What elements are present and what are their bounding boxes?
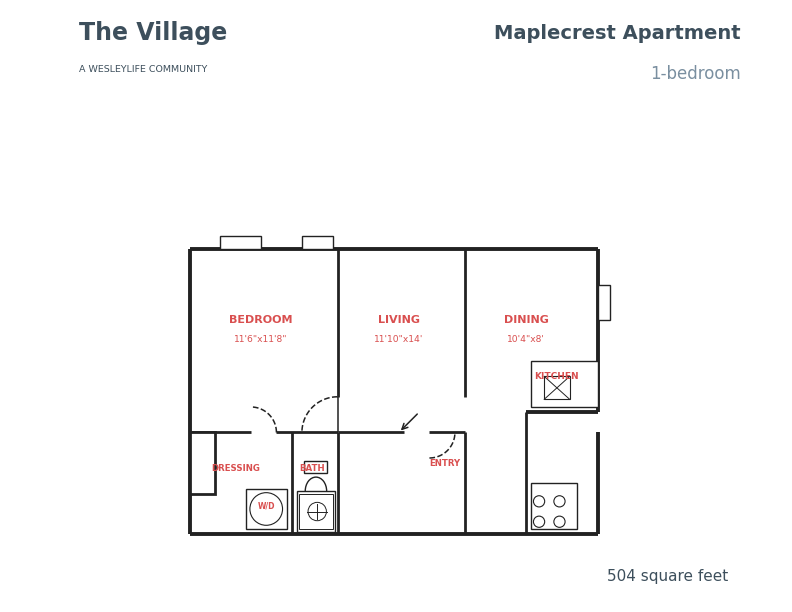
Text: 11'10"x14': 11'10"x14'	[374, 335, 424, 344]
Text: ENTRY: ENTRY	[429, 458, 460, 468]
Bar	[531, 483, 577, 529]
Text: BEDROOM: BEDROOM	[230, 315, 293, 326]
Text: A WESLEYLIFE COMMUNITY: A WESLEYLIFE COMMUNITY	[79, 65, 208, 75]
Bar	[297, 491, 335, 532]
Text: LIVING: LIVING	[378, 315, 420, 326]
Bar	[544, 376, 569, 400]
Bar	[220, 236, 261, 249]
Bar	[598, 285, 611, 320]
Bar	[304, 461, 327, 473]
Text: DINING: DINING	[504, 315, 549, 326]
Text: The Village: The Village	[79, 21, 227, 45]
Text: 10'4"x8': 10'4"x8'	[508, 335, 545, 344]
Bar	[302, 236, 333, 249]
Text: Maplecrest Apartment: Maplecrest Apartment	[494, 24, 741, 43]
Text: BATH: BATH	[299, 464, 325, 472]
Bar	[299, 494, 333, 529]
Text: W/D: W/D	[257, 502, 275, 511]
Text: 11'6"x11'8": 11'6"x11'8"	[234, 335, 287, 344]
Bar	[531, 361, 598, 407]
Ellipse shape	[305, 477, 326, 505]
Text: KITCHEN: KITCHEN	[535, 372, 579, 381]
Text: 1-bedroom: 1-bedroom	[649, 65, 741, 83]
Text: DRESSING: DRESSING	[211, 464, 260, 472]
Bar	[190, 433, 215, 494]
Text: 504 square feet: 504 square feet	[607, 569, 729, 584]
Bar	[246, 488, 287, 529]
